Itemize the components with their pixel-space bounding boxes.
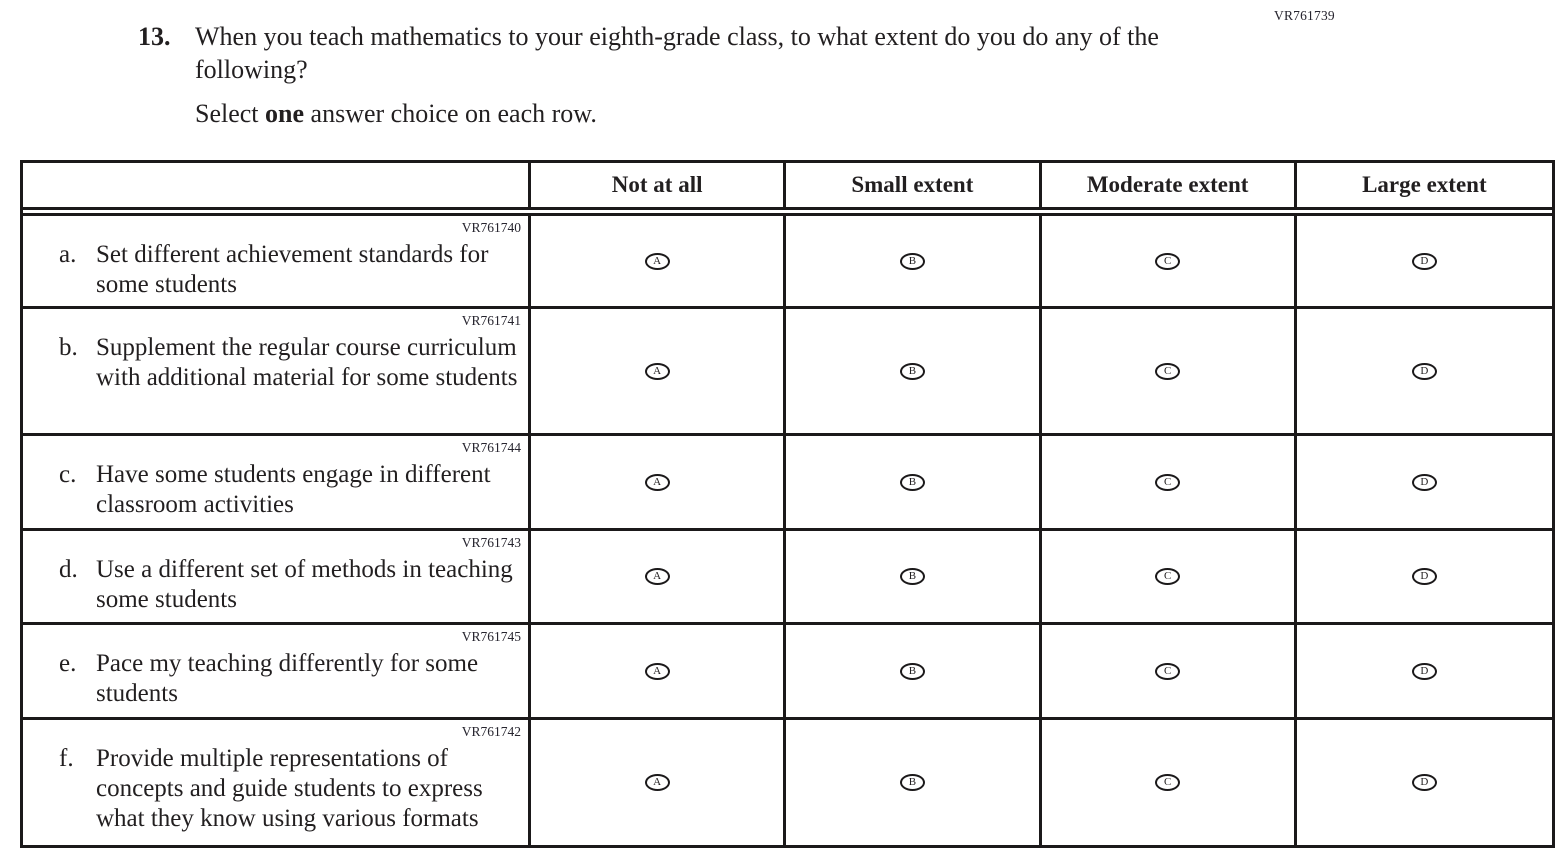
answer-bubble-e-A[interactable]: A	[644, 662, 670, 680]
option-cell-c-C: C	[1042, 436, 1297, 528]
row-code-c: VR761744	[461, 440, 521, 455]
answer-bubble-c-B[interactable]: B	[899, 473, 925, 491]
row-code-a: VR761740	[461, 220, 521, 235]
answer-bubble-c-A[interactable]: A	[644, 473, 670, 491]
answer-bubble-b-B[interactable]: B	[899, 362, 925, 380]
option-cell-c-A: A	[531, 436, 787, 528]
answer-bubble-a-C[interactable]: C	[1155, 252, 1181, 270]
instruction-suffix: answer choice on each row.	[304, 99, 597, 128]
table-row-c: VR761744 c. Have some students engage in…	[23, 436, 1552, 531]
option-cell-a-B: B	[786, 216, 1042, 306]
question-13: 13. When you teach mathematics to your e…	[138, 20, 1228, 86]
row-letter-d: d.	[59, 556, 78, 583]
option-cell-e-A: A	[531, 625, 787, 717]
option-cell-a-A: A	[531, 216, 787, 306]
answer-bubble-c-C[interactable]: C	[1155, 473, 1181, 491]
instruction-prefix: Select	[195, 99, 266, 128]
option-cell-f-B: B	[786, 720, 1042, 845]
row-letter-b: b.	[59, 334, 78, 361]
row-text-d: Use a different set of methods in teachi…	[96, 556, 513, 613]
row-text-a: Set different achievement standards for …	[96, 241, 489, 298]
row-text-b: Supplement the regular course curriculum…	[96, 334, 518, 391]
answer-bubble-a-B[interactable]: B	[899, 252, 925, 270]
answer-bubble-b-C[interactable]: C	[1155, 362, 1181, 380]
option-cell-e-B: B	[786, 625, 1042, 717]
row-stem-c: VR761744 c. Have some students engage in…	[23, 436, 531, 528]
row-stem-d: VR761743 d. Use a different set of metho…	[23, 531, 531, 622]
option-cell-b-A: A	[531, 309, 787, 433]
option-cell-b-B: B	[786, 309, 1042, 433]
option-cell-d-C: C	[1042, 531, 1297, 622]
option-cell-a-C: C	[1042, 216, 1297, 306]
answer-bubble-d-C[interactable]: C	[1155, 568, 1181, 585]
answer-bubble-f-D[interactable]: D	[1411, 774, 1437, 791]
option-cell-b-D: D	[1297, 309, 1552, 433]
table-row-f: VR761742 f. Provide multiple representat…	[23, 720, 1552, 845]
answer-bubble-a-A[interactable]: A	[644, 252, 670, 270]
option-cell-b-C: C	[1042, 309, 1297, 433]
row-code-d: VR761743	[461, 535, 521, 550]
row-letter-a: a.	[59, 241, 77, 268]
answer-bubble-c-D[interactable]: D	[1411, 473, 1437, 491]
row-letter-c: c.	[59, 461, 77, 488]
option-cell-f-D: D	[1297, 720, 1552, 845]
column-header-small-extent: Small extent	[786, 163, 1042, 207]
answer-bubble-d-B[interactable]: B	[899, 568, 925, 585]
form-code: VR761739	[1274, 8, 1335, 23]
row-code-e: VR761745	[461, 629, 521, 644]
table-row-a: VR761740 a. Set different achievement st…	[23, 216, 1552, 309]
question-text: When you teach mathematics to your eight…	[195, 22, 1159, 84]
table-row-e: VR761745 e. Pace my teaching differently…	[23, 625, 1552, 720]
option-cell-e-D: D	[1297, 625, 1552, 717]
answer-bubble-e-B[interactable]: B	[899, 662, 925, 680]
option-cell-a-D: D	[1297, 216, 1552, 306]
row-text-c: Have some students engage in different c…	[96, 461, 491, 518]
row-text-f: Provide multiple representations of conc…	[96, 745, 483, 832]
answer-bubble-e-C[interactable]: C	[1155, 662, 1181, 680]
option-cell-c-B: B	[786, 436, 1042, 528]
row-stem-a: VR761740 a. Set different achievement st…	[23, 216, 531, 306]
header-blank-cell	[23, 163, 531, 207]
column-header-large-extent: Large extent	[1362, 172, 1487, 197]
row-stem-b: VR761741 b. Supplement the regular cours…	[23, 309, 531, 433]
option-cell-c-D: D	[1297, 436, 1552, 528]
row-letter-e: e.	[59, 650, 77, 677]
option-cell-f-A: A	[531, 720, 787, 845]
option-cell-d-A: A	[531, 531, 787, 622]
answer-bubble-d-D[interactable]: D	[1411, 568, 1437, 585]
answer-bubble-f-C[interactable]: C	[1155, 774, 1181, 791]
table-row-d: VR761743 d. Use a different set of metho…	[23, 531, 1552, 625]
row-letter-f: f.	[59, 745, 74, 772]
answer-matrix-table: Not at all Small extent Moderate extent …	[20, 160, 1555, 848]
answer-bubble-e-D[interactable]: D	[1411, 662, 1437, 680]
question-number: 13.	[138, 22, 171, 51]
option-cell-d-B: B	[786, 531, 1042, 622]
answer-bubble-d-A[interactable]: A	[644, 568, 670, 585]
column-header-not-at-all: Not at all	[531, 163, 787, 207]
option-cell-f-C: C	[1042, 720, 1297, 845]
row-stem-f: VR761742 f. Provide multiple representat…	[23, 720, 531, 845]
row-text-e: Pace my teaching differently for some st…	[96, 650, 479, 707]
row-code-f: VR761742	[461, 724, 521, 739]
column-header-moderate-extent: Moderate extent	[1042, 163, 1297, 207]
row-stem-e: VR761745 e. Pace my teaching differently…	[23, 625, 531, 717]
answer-bubble-a-D[interactable]: D	[1411, 252, 1437, 270]
option-cell-e-C: C	[1042, 625, 1297, 717]
answer-bubble-f-A[interactable]: A	[644, 774, 670, 791]
instruction-text: Select one answer choice on each row.	[195, 97, 597, 130]
option-cell-d-D: D	[1297, 531, 1552, 622]
answer-bubble-b-A[interactable]: A	[644, 362, 670, 380]
answer-bubble-b-D[interactable]: D	[1411, 362, 1437, 380]
answer-bubble-f-B[interactable]: B	[899, 774, 925, 791]
table-row-b: VR761741 b. Supplement the regular cours…	[23, 309, 1552, 436]
instruction-bold: one	[265, 99, 305, 128]
row-code-b: VR761741	[461, 313, 521, 328]
table-header-row: Not at all Small extent Moderate extent …	[23, 163, 1552, 216]
